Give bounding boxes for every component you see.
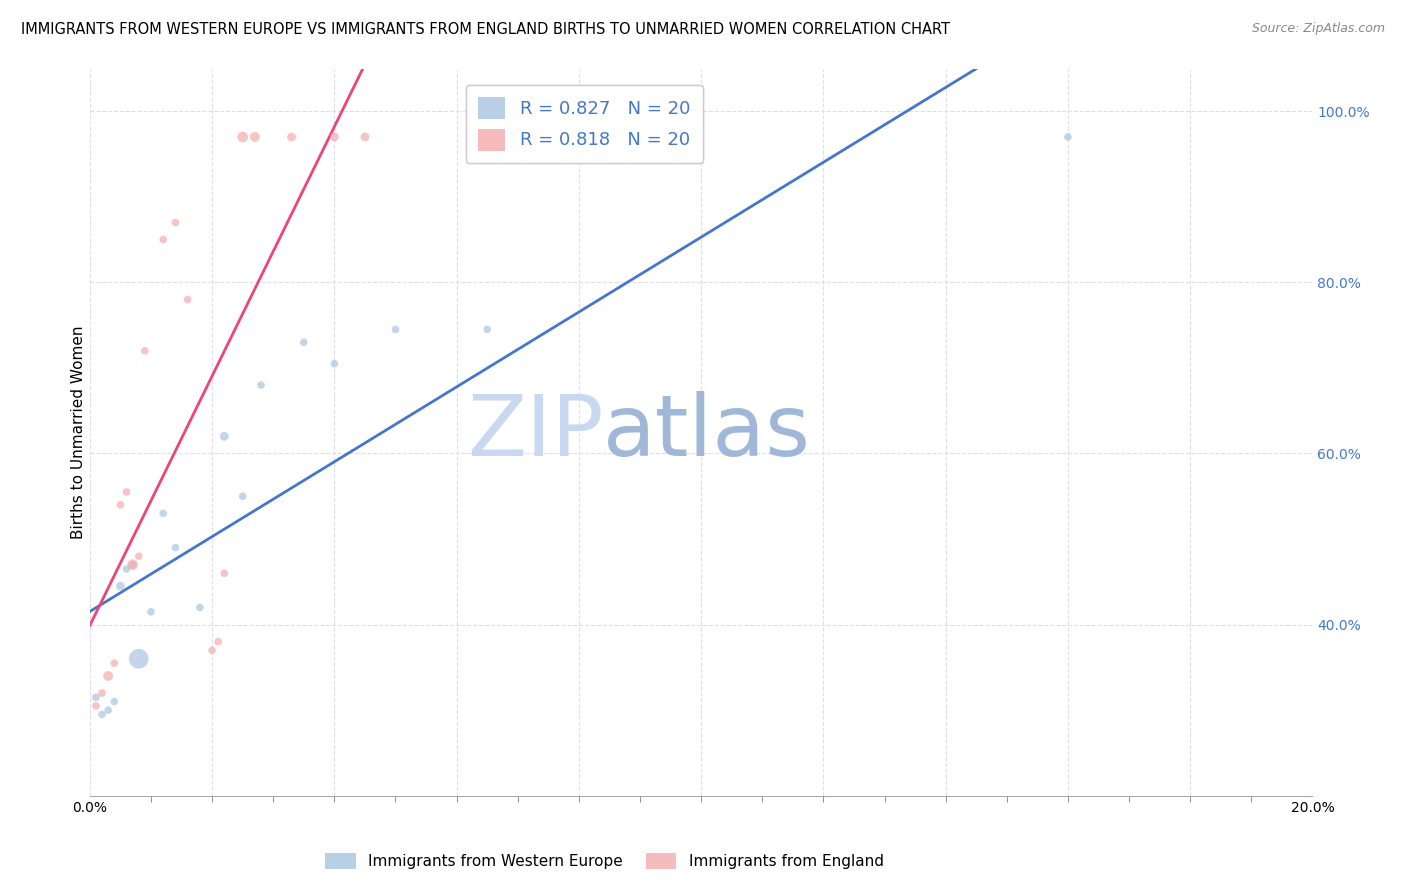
Y-axis label: Births to Unmarried Women: Births to Unmarried Women xyxy=(72,326,86,539)
Point xyxy=(134,343,156,358)
Point xyxy=(250,378,273,392)
Point xyxy=(91,707,114,722)
Point xyxy=(207,634,229,648)
Point xyxy=(97,669,120,683)
Point xyxy=(91,686,114,700)
Point xyxy=(384,322,406,336)
Point xyxy=(128,652,150,666)
Point xyxy=(139,605,162,619)
Point xyxy=(214,566,236,581)
Point xyxy=(243,130,266,145)
Point xyxy=(103,656,125,670)
Point xyxy=(232,489,254,503)
Point xyxy=(188,600,211,615)
Point xyxy=(323,130,346,145)
Point xyxy=(280,130,302,145)
Text: atlas: atlas xyxy=(603,391,811,474)
Point xyxy=(152,507,174,521)
Legend: R = 0.827   N = 20, R = 0.818   N = 20: R = 0.827 N = 20, R = 0.818 N = 20 xyxy=(465,85,703,163)
Point xyxy=(477,322,499,336)
Point xyxy=(121,558,143,572)
Point xyxy=(103,695,125,709)
Point xyxy=(152,233,174,247)
Point xyxy=(232,130,254,145)
Point xyxy=(115,485,138,500)
Point xyxy=(323,357,346,371)
Point xyxy=(354,130,377,145)
Text: Source: ZipAtlas.com: Source: ZipAtlas.com xyxy=(1251,22,1385,36)
Point xyxy=(97,703,120,717)
Point xyxy=(84,690,107,705)
Point xyxy=(214,429,236,443)
Point xyxy=(110,498,132,512)
Point xyxy=(84,698,107,713)
Text: ZIP: ZIP xyxy=(467,391,603,474)
Point xyxy=(165,541,187,555)
Point xyxy=(176,293,198,307)
Point xyxy=(121,558,143,572)
Legend: Immigrants from Western Europe, Immigrants from England: Immigrants from Western Europe, Immigran… xyxy=(319,847,890,875)
Point xyxy=(115,562,138,576)
Point xyxy=(201,643,224,657)
Point xyxy=(165,215,187,229)
Point xyxy=(128,549,150,563)
Point xyxy=(292,335,315,350)
Point xyxy=(110,579,132,593)
Point xyxy=(1057,130,1080,145)
Text: IMMIGRANTS FROM WESTERN EUROPE VS IMMIGRANTS FROM ENGLAND BIRTHS TO UNMARRIED WO: IMMIGRANTS FROM WESTERN EUROPE VS IMMIGR… xyxy=(21,22,950,37)
